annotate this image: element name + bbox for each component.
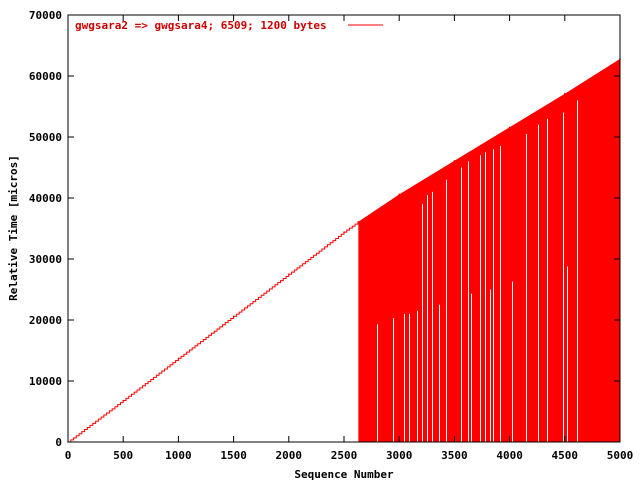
- x-tick-label: 0: [65, 449, 72, 462]
- x-tick-label: 500: [113, 449, 133, 462]
- series-point: [232, 315, 235, 318]
- x-tick-label: 3000: [386, 449, 413, 462]
- y-tick-label: 50000: [29, 131, 62, 144]
- y-tick-label: 60000: [29, 70, 62, 83]
- filled-region: [358, 58, 620, 443]
- series-point: [343, 231, 345, 233]
- axis-ticks: 0 500 1000 1500 2000 2500 3000 3500 4000 4500 5000…: [29, 9, 633, 462]
- series-point: [177, 357, 180, 360]
- series-point: [398, 193, 401, 196]
- x-tick-label: 4500: [552, 449, 579, 462]
- legend-entry-label: gwgsara2 => gwgsara4; 6509; 1200 bytes: [75, 19, 327, 32]
- series-point: [564, 92, 566, 95]
- series-line: [68, 222, 359, 443]
- series-point: [357, 220, 360, 223]
- y-tick-label: 70000: [29, 9, 62, 22]
- x-tick-label: 3500: [441, 449, 468, 462]
- x-tick-label: 2500: [331, 449, 358, 462]
- x-tick-label: 5000: [607, 449, 634, 462]
- y-tick-label: 0: [55, 436, 62, 449]
- y-tick-label: 30000: [29, 253, 62, 266]
- y-tick-label: 20000: [29, 314, 62, 327]
- series-point: [453, 159, 456, 162]
- series-point: [122, 399, 124, 402]
- y-axis-title: Relative Time [micros]: [7, 155, 20, 301]
- series-point: [508, 126, 511, 129]
- x-tick-label: 1500: [220, 449, 247, 462]
- legend: gwgsara2 => gwgsara4; 6509; 1200 bytes: [75, 19, 383, 32]
- x-tick-label: 1000: [165, 449, 192, 462]
- y-tick-label: 10000: [29, 375, 62, 388]
- x-tick-label: 4000: [496, 449, 523, 462]
- x-tick-label: 2000: [276, 449, 303, 462]
- series-point: [288, 273, 290, 276]
- y-tick-label: 40000: [29, 192, 62, 205]
- x-axis-title: Sequence Number: [294, 468, 394, 480]
- filled-region-layer: [358, 58, 620, 443]
